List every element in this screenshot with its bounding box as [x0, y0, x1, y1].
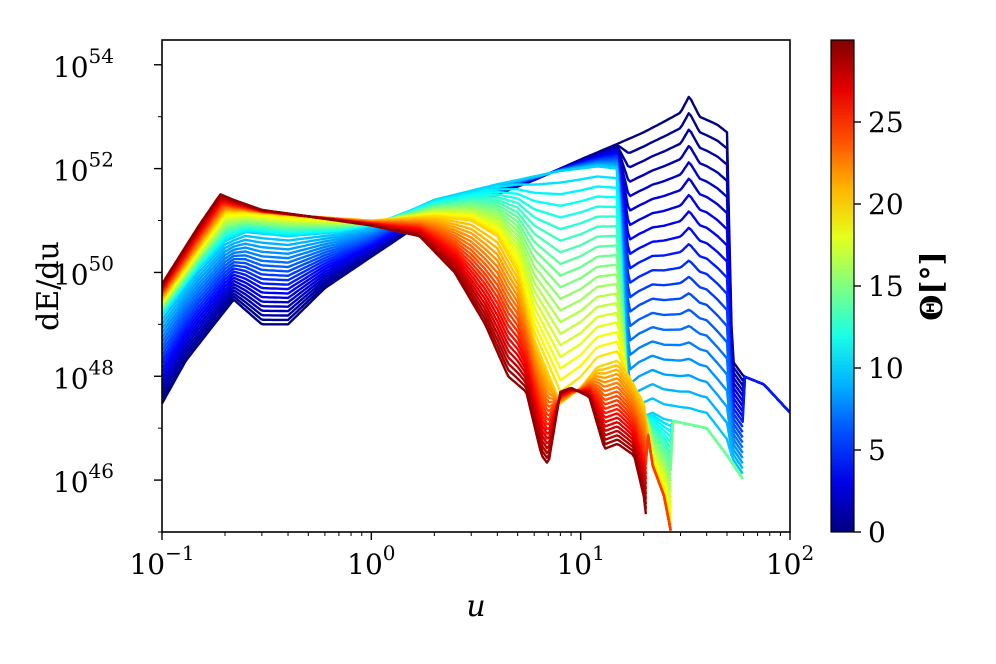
series-line [162, 207, 672, 487]
y-tick-label: 1048 [53, 355, 114, 395]
colorbar-tick-label: 5 [868, 434, 886, 467]
x-tick-label: 10−1 [129, 541, 194, 581]
x-tick-label: 102 [766, 541, 814, 581]
colorbar-tick-label: 20 [868, 188, 904, 221]
x-tick-label: 101 [556, 541, 604, 581]
colorbar-tick-label: 15 [868, 270, 904, 303]
plot-frame [161, 39, 791, 533]
x-axis-title: u [466, 589, 485, 624]
x-tick-label: 100 [347, 541, 395, 581]
y-tick-label: 1046 [53, 459, 114, 499]
x-axis: 10−1 100 101 102 [129, 532, 814, 581]
colorbar-axis: 0 5 10 15 20 25 [854, 106, 904, 549]
series-lines [162, 95, 790, 531]
colorbar [830, 39, 855, 533]
colorbar-tick-label: 10 [868, 352, 904, 385]
y-tick-label: 1054 [53, 44, 114, 84]
y-tick-label: 1052 [53, 148, 114, 188]
colorbar-tick-label: 25 [868, 106, 904, 139]
colorbar-tick-label: 0 [868, 516, 886, 549]
series-line [162, 203, 672, 531]
colorbar-label: Θ[°] [915, 251, 950, 321]
series-line [162, 210, 672, 498]
series-line [162, 193, 648, 515]
y-axis-title: dE/du [31, 241, 66, 331]
